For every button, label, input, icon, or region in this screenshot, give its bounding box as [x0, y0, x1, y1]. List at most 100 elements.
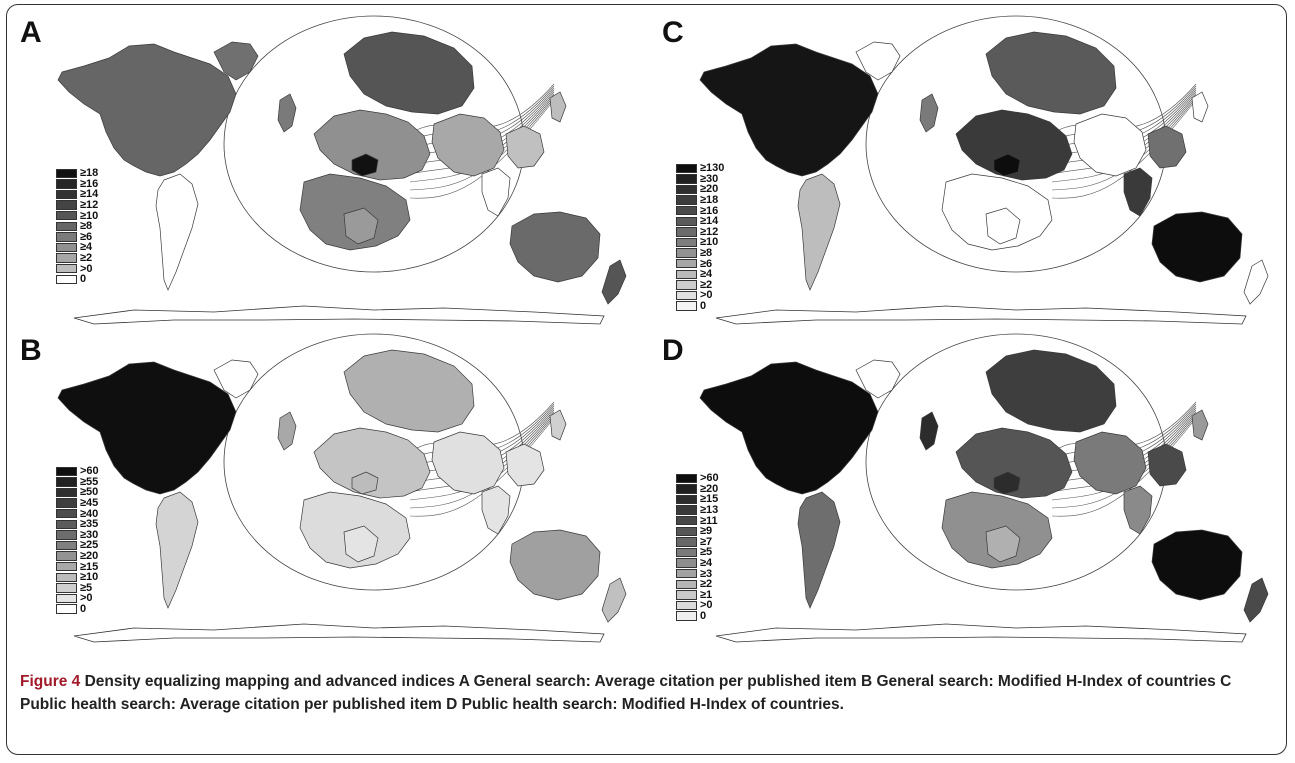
legend-label-b: ≥15: [80, 560, 99, 573]
region-japan-b: [549, 409, 567, 441]
caption-label: Figure 4: [20, 673, 81, 690]
legend-item-c: ≥10: [676, 237, 724, 248]
map-panel-d: D >60 ≥20 ≥15 ≥13 ≥11 ≥9 ≥7 ≥5 ≥4 ≥3 ≥2 ≥1 >0 0: [656, 332, 1281, 659]
legend-b: >60 ≥55 ≥50 ≥45 ≥40 ≥35 ≥30 ≥25 ≥20 ≥15 ≥10 ≥5 >0 0: [56, 466, 99, 615]
legend-item-a: ≥8: [56, 221, 98, 232]
legend-item-d: ≥2: [676, 579, 719, 590]
region-antarctica-b: [73, 623, 605, 643]
panel-label-a: A: [20, 16, 42, 49]
legend-item-b: ≥5: [56, 582, 99, 593]
legend-label-c: ≥6: [700, 257, 713, 270]
map-panel-b: B >60 ≥55 ≥50 ≥45 ≥40 ≥35 ≥30 ≥25 ≥20 ≥15 ≥10 ≥5 >0 0: [14, 332, 639, 659]
legend-swatch-a: [56, 274, 77, 284]
map-b-graphic: [57, 333, 627, 643]
legend-item-c: ≥8: [676, 248, 724, 259]
legend-label-b: ≥10: [80, 571, 99, 584]
legend-item-d: >0: [676, 600, 719, 611]
region-southamerica-a: [155, 173, 199, 291]
legend-swatch-c: [676, 184, 697, 195]
legend-label-c: >0: [700, 289, 713, 302]
legend-swatch-d: [676, 526, 697, 536]
region-europe-c: [955, 109, 1073, 181]
legend-swatch-c: [676, 216, 697, 226]
legend-item-c: >0: [676, 290, 724, 301]
region-japan-d: [1191, 409, 1209, 441]
region-australia-c: [1151, 211, 1243, 283]
legend-swatch-d: [676, 600, 697, 611]
legend-label-d: ≥3: [700, 567, 713, 580]
legend-item-b: >0: [56, 593, 99, 604]
legend-label-c: 0: [700, 300, 707, 313]
legend-label-b: ≥25: [80, 539, 99, 552]
legend-label-d: >0: [700, 599, 713, 612]
region-greenland-c: [855, 41, 901, 81]
legend-label-b: ≥45: [80, 497, 99, 510]
legend-item-a: ≥16: [56, 177, 99, 190]
legend-label-c: ≥4: [700, 268, 713, 281]
legend-item-b: ≥55: [56, 476, 99, 487]
legend-item-d: ≥1: [676, 589, 719, 600]
region-russia-c: [985, 31, 1117, 115]
legend-item-c: ≥12: [676, 225, 724, 238]
legend-item-c: ≥14: [676, 216, 724, 227]
legend-item-d: 0: [676, 611, 719, 622]
legend-swatch-d: [676, 611, 697, 621]
legend-swatch-b: [56, 540, 77, 551]
legend-label-a: ≥18: [80, 167, 99, 180]
legend-swatch-b: [56, 593, 77, 604]
legend-item-c: ≥4: [676, 269, 724, 280]
legend-label-c: ≥8: [700, 247, 713, 260]
region-uk-c: [919, 93, 939, 133]
region-centralafrica-d: [985, 525, 1021, 563]
legend-swatch-a: [56, 168, 77, 178]
legend-swatch-c: [676, 301, 697, 311]
legend-item-b: ≥15: [56, 561, 99, 572]
region-india-c: [1123, 167, 1153, 217]
legend-label-d: ≥15: [700, 493, 719, 506]
legend-label-c: ≥2: [700, 278, 713, 291]
legend-item-b: 0: [56, 604, 99, 615]
legend-item-b: ≥50: [56, 487, 99, 498]
region-greenland-b: [213, 359, 259, 399]
legend-swatch-b: [56, 530, 77, 540]
legend-label-b: ≥40: [80, 507, 99, 520]
region-hotspot-b: [351, 471, 379, 495]
legend-swatch-c: [676, 205, 697, 216]
legend-label-c: ≥12: [700, 225, 719, 238]
legend-swatch-b: [56, 498, 77, 508]
legend-swatch-b: [56, 487, 77, 498]
region-australia-a: [509, 211, 601, 283]
map-panel-c: C ≥130 ≥30 ≥20 ≥18 ≥16 ≥14 ≥12 ≥10 ≥8 ≥6 ≥4 ≥2 >0 0: [656, 14, 1281, 341]
legend-item-a: ≥2: [56, 253, 98, 264]
legend-swatch-b: [56, 466, 77, 476]
legend-item-c: ≥16: [676, 205, 724, 216]
legend-swatch-d: [676, 515, 697, 526]
legend-label-a: ≥14: [80, 188, 99, 201]
region-southamerica-d: [797, 491, 841, 609]
region-southamerica-c: [797, 173, 841, 291]
region-asia-b: [431, 431, 505, 495]
legend-swatch-c: [676, 237, 697, 248]
region-europe-a: [313, 109, 431, 181]
legend-label-b: >0: [80, 592, 93, 605]
legend-item-c: ≥18: [676, 195, 724, 206]
region-nz-b: [601, 577, 627, 623]
legend-swatch-c: [676, 174, 697, 184]
legend-label-b: ≥35: [80, 518, 99, 531]
legend-swatch-b: [56, 477, 77, 487]
legend-label-a: ≥16: [80, 177, 99, 190]
legend-label-b: 0: [80, 603, 87, 616]
legend-item-b: ≥35: [56, 519, 99, 530]
caption-text: Density equalizing mapping and advanced …: [20, 673, 1232, 713]
region-centralafrica-b: [343, 525, 379, 563]
region-northamerica-c: [699, 43, 879, 177]
legend-label-d: >60: [700, 472, 719, 485]
legend-label-c: ≥130: [700, 162, 725, 175]
region-india-a: [481, 167, 511, 217]
region-russia-a: [343, 31, 475, 115]
legend-swatch-d: [676, 547, 697, 558]
region-uk-b: [277, 411, 297, 451]
legend-item-a: ≥6: [56, 231, 98, 242]
region-russia-d: [985, 349, 1117, 433]
map-panel-a: A ≥18 ≥16 ≥14 ≥12 ≥10 ≥8 ≥6 ≥4 ≥2 >0 0: [14, 14, 639, 341]
